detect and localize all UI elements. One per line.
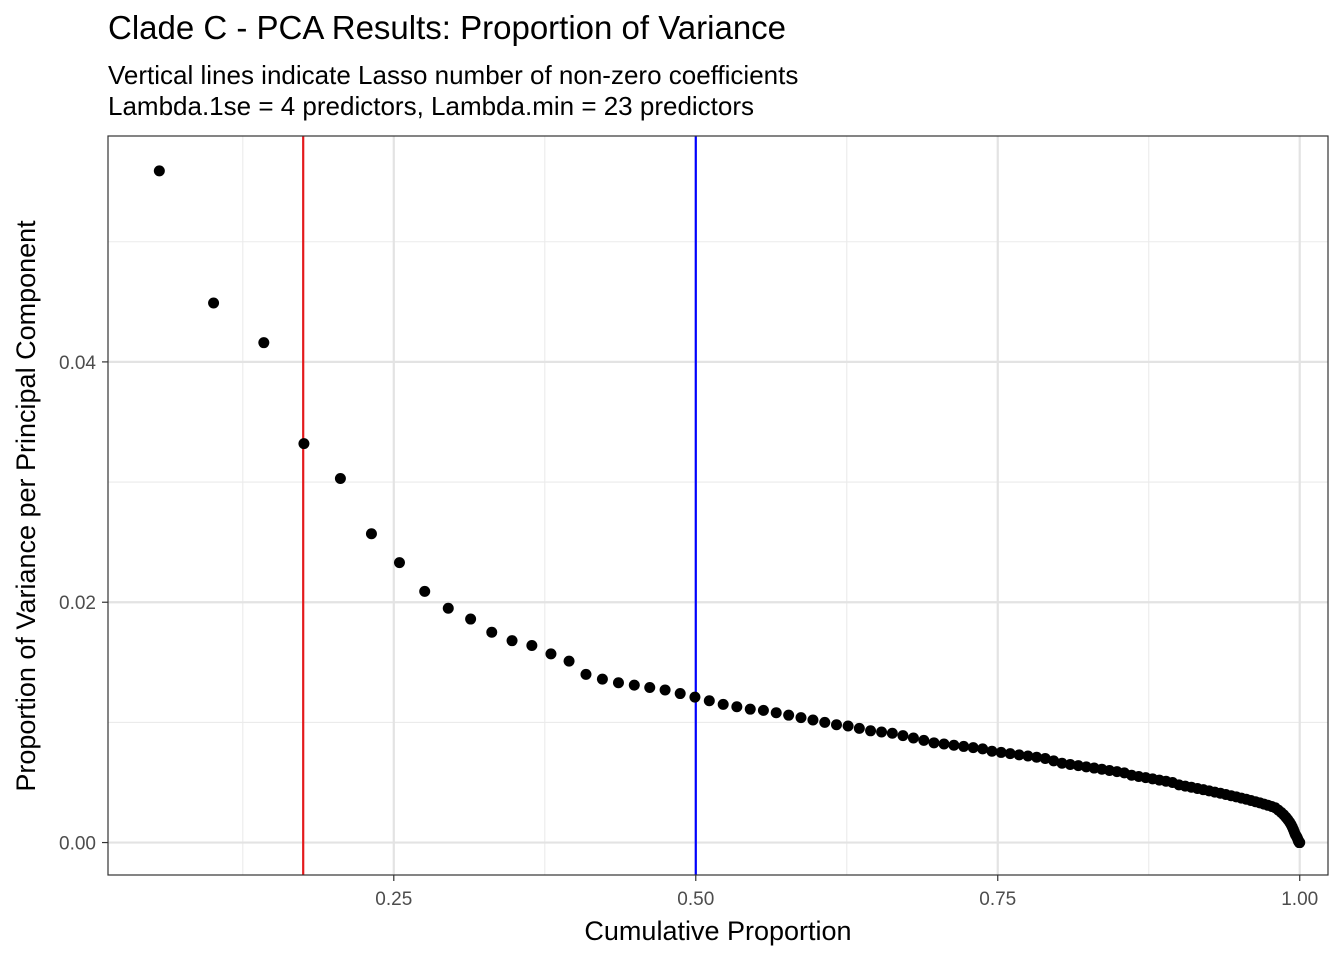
data-point	[526, 639, 538, 651]
data-point	[907, 732, 919, 744]
data-point	[995, 746, 1007, 758]
y-axis-title: Proportion of Variance per Principal Com…	[11, 220, 41, 792]
data-point	[967, 742, 979, 754]
data-point	[442, 602, 454, 614]
major-gridlines	[108, 136, 1328, 875]
data-point	[770, 707, 782, 719]
data-point	[365, 528, 377, 540]
data-point	[486, 626, 498, 638]
data-point	[1294, 837, 1306, 849]
data-point	[563, 655, 575, 667]
subtitle-line-2: Lambda.1se = 4 predictors, Lambda.min = …	[108, 91, 755, 121]
data-point	[258, 337, 270, 349]
data-point	[795, 712, 807, 724]
x-axis-title: Cumulative Proportion	[584, 916, 851, 946]
lasso-vertical-lines	[302, 136, 697, 875]
data-point	[153, 165, 165, 177]
chart-title: Clade C - PCA Results: Proportion of Var…	[108, 9, 787, 46]
data-point	[819, 716, 831, 728]
x-tick-label: 0.25	[375, 889, 412, 910]
data-point	[958, 740, 970, 752]
y-tick-label: 0.00	[59, 834, 96, 855]
data-point	[674, 688, 686, 700]
data-point	[986, 745, 998, 757]
data-point	[419, 585, 431, 597]
x-tick-label: 0.75	[979, 889, 1016, 910]
minor-gridlines	[108, 136, 1328, 875]
data-point	[208, 297, 220, 309]
data-point	[731, 701, 743, 713]
chart-subtitle: Vertical lines indicate Lasso number of …	[108, 60, 798, 122]
x-tick-label: 1.00	[1281, 889, 1318, 910]
data-point	[1048, 755, 1060, 767]
data-point	[842, 720, 854, 732]
y-tick-label: 0.02	[59, 593, 96, 614]
data-point	[830, 719, 842, 731]
data-point	[897, 730, 909, 742]
data-point	[703, 695, 715, 707]
data-point	[596, 673, 608, 685]
data-point	[1022, 750, 1034, 762]
data-point	[659, 684, 671, 696]
data-point	[545, 648, 557, 660]
data-point	[865, 725, 877, 737]
y-axis-ticks: 0.00 0.02 0.04	[59, 353, 108, 855]
y-tick-label: 0.04	[59, 353, 96, 374]
data-point	[717, 698, 729, 710]
data-point	[783, 709, 795, 721]
subtitle-line-1: Vertical lines indicate Lasso number of …	[108, 60, 799, 90]
data-point	[1039, 752, 1051, 764]
data-point	[1056, 757, 1068, 769]
data-point	[1013, 749, 1025, 761]
data-point	[334, 472, 346, 484]
data-point	[393, 557, 405, 569]
data-point	[977, 743, 989, 755]
data-point	[757, 704, 769, 716]
data-point	[612, 677, 624, 689]
data-point	[580, 668, 592, 680]
plot-panel-border	[107, 135, 1329, 876]
data-point	[876, 726, 888, 738]
data-point	[938, 738, 950, 750]
data-points	[153, 165, 1306, 849]
data-point	[853, 722, 865, 734]
data-point	[744, 703, 756, 715]
data-point	[465, 613, 477, 625]
data-point	[1004, 748, 1016, 760]
data-point	[948, 739, 960, 751]
data-point	[628, 679, 640, 691]
data-point	[689, 691, 701, 703]
data-point	[644, 682, 656, 694]
data-point	[928, 737, 940, 749]
data-point	[1031, 751, 1043, 763]
data-point	[918, 734, 930, 746]
x-axis-ticks: 0.25 0.50 0.75 1.00	[375, 875, 1318, 910]
data-point	[298, 438, 310, 450]
x-tick-label: 0.50	[677, 889, 714, 910]
data-point	[886, 727, 898, 739]
data-point	[807, 714, 819, 726]
data-point	[506, 635, 518, 647]
data-point	[1064, 758, 1076, 770]
